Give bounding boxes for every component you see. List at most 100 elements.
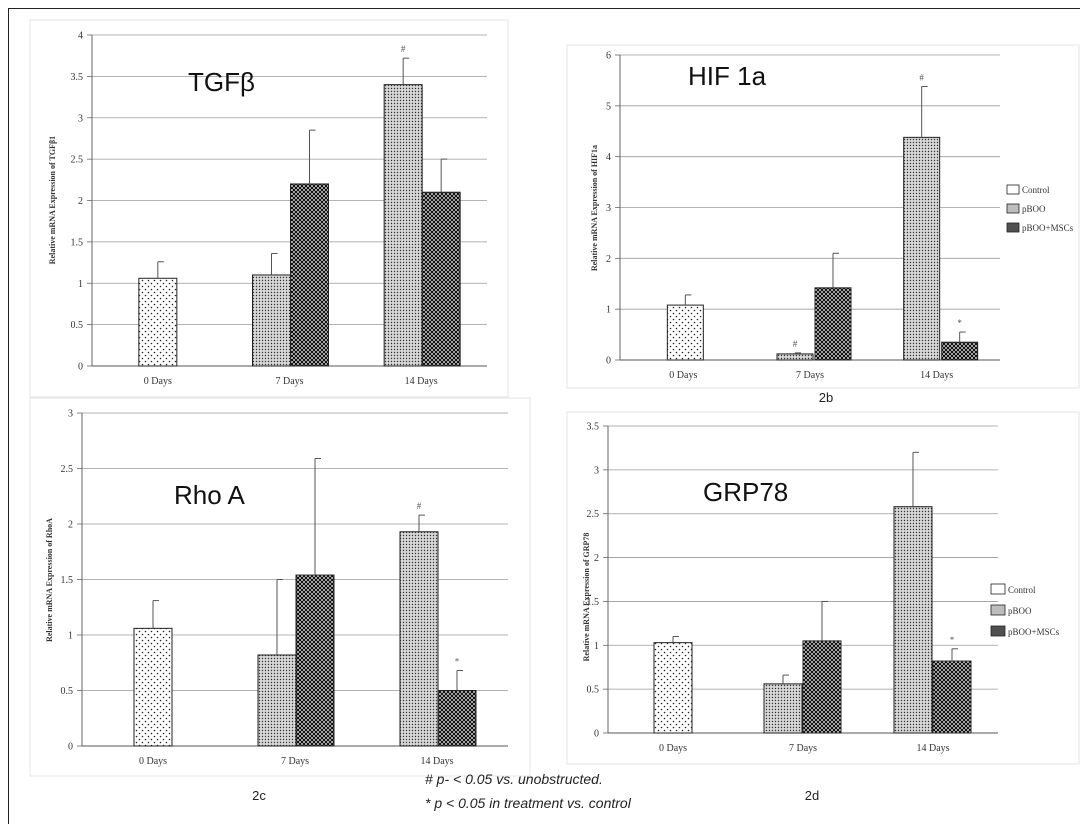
legend-label: pBOO	[1022, 204, 1046, 214]
significance-mark: #	[793, 339, 798, 349]
x-tick-label: 0 Days	[144, 376, 172, 387]
y-tick-label: 1.5	[587, 597, 600, 608]
x-tick-label: 7 Days	[281, 756, 309, 767]
bar	[763, 683, 803, 734]
y-tick-label: 3.5	[587, 422, 600, 433]
y-tick-label: 0.5	[587, 685, 600, 696]
legend-swatch	[1006, 184, 1020, 195]
panel-label: 2b	[819, 390, 833, 405]
y-tick-label: 2.5	[61, 464, 74, 475]
x-tick-label: 0 Days	[659, 743, 687, 754]
y-tick-label: 2	[78, 196, 83, 207]
y-tick-label: 2.5	[71, 155, 84, 166]
chart-title: GRP78	[703, 477, 788, 507]
legend-label: Control	[1008, 585, 1036, 595]
bar	[941, 341, 979, 361]
y-tick-label: 2	[594, 553, 599, 564]
bar	[653, 642, 693, 734]
bar	[421, 191, 461, 367]
bar	[290, 183, 329, 367]
bar	[257, 654, 297, 747]
legend-swatch	[1006, 222, 1020, 233]
y-tick-label: 4	[78, 31, 83, 42]
significance-mark: #	[401, 44, 406, 54]
panel-hif1a: Relative mRNA Expression of HIF1a 0 1 2 3 4 5…	[566, 44, 1080, 405]
bar	[133, 627, 173, 747]
bar	[666, 304, 704, 361]
y-axis-label: Relative mRNA Expression of HIF1a	[590, 145, 599, 271]
y-tick-label: 1	[78, 279, 83, 290]
y-tick-label: 1	[606, 305, 611, 316]
bar	[399, 531, 439, 747]
y-tick-label: 3.5	[71, 72, 84, 83]
legend-swatch	[990, 604, 1006, 616]
bar	[138, 277, 178, 367]
bar	[295, 574, 335, 747]
x-tick-label: 0 Days	[139, 756, 167, 767]
bar	[893, 506, 933, 734]
y-tick-label: 3	[606, 203, 611, 214]
chart-title: TGFβ	[188, 67, 255, 97]
y-tick-label: 3	[594, 465, 599, 476]
bar	[383, 84, 423, 367]
bar	[252, 274, 291, 367]
y-tick-label: 0	[78, 362, 83, 373]
panel-label: 2d	[805, 788, 819, 803]
x-tick-label: 7 Days	[796, 370, 824, 381]
legend-swatch	[990, 583, 1006, 595]
legend-label: pBOO+MSCs	[1008, 627, 1060, 637]
bar	[903, 136, 941, 361]
x-tick-label: 0 Days	[669, 370, 697, 381]
y-tick-label: 1.5	[71, 237, 84, 248]
chart-title: Rho A	[174, 480, 245, 510]
x-tick-label: 14 Days	[920, 370, 953, 381]
x-tick-label: 14 Days	[405, 376, 438, 387]
panel-tgfb: Relative mRNA Expression of TGFβ1 0 0.5 1 1…	[29, 19, 509, 416]
y-tick-label: 1	[68, 631, 73, 642]
significance-mark: *	[455, 657, 460, 667]
y-tick-label: 2	[606, 254, 611, 265]
significance-mark: *	[950, 635, 955, 645]
y-tick-label: 6	[606, 51, 611, 62]
significance-mark: #	[919, 73, 924, 83]
legend-swatch	[990, 625, 1006, 637]
bar	[776, 353, 814, 361]
y-axis-label: Relative mRNA Expression of GRP78	[582, 533, 591, 662]
y-axis-label: Relative mRNA Expression of RhoA	[45, 518, 54, 642]
significance-mark: #	[417, 501, 422, 511]
bar	[814, 287, 852, 361]
y-tick-label: 0	[594, 729, 599, 740]
y-tick-label: 0	[68, 742, 73, 753]
y-tick-label: 2	[68, 520, 73, 531]
y-tick-label: 5	[606, 101, 611, 112]
chart-title: HIF 1a	[688, 61, 767, 91]
legend-swatch	[1006, 203, 1020, 214]
y-tick-label: 2.5	[587, 509, 600, 520]
panel-label: 2c	[252, 788, 266, 803]
y-tick-label: 0.5	[71, 320, 84, 331]
y-tick-label: 0.5	[61, 686, 74, 697]
y-axis-label: Relative mRNA Expression of TGFβ1	[48, 136, 57, 264]
y-tick-label: 1.5	[61, 575, 74, 586]
y-tick-label: 3	[78, 113, 83, 124]
y-tick-label: 4	[606, 152, 611, 163]
figure-frame	[8, 8, 1080, 824]
legend-label: pBOO+MSCs	[1022, 223, 1074, 233]
y-tick-label: 3	[68, 409, 73, 420]
panel-rhoa: Relative mRNA Expression of RhoA 0 0.5 1 1.…	[29, 397, 531, 803]
y-tick-label: 0	[606, 356, 611, 367]
x-tick-label: 7 Days	[275, 376, 303, 387]
legend-label: Control	[1022, 185, 1050, 195]
y-tick-label: 1	[594, 641, 599, 652]
legend-label: pBOO	[1008, 606, 1032, 616]
x-tick-label: 7 Days	[789, 743, 817, 754]
bar	[437, 690, 477, 747]
footnote-significance: # p- < 0.05 vs. unobstructed.	[425, 771, 603, 787]
x-tick-label: 14 Days	[916, 743, 949, 754]
x-tick-label: 14 Days	[420, 756, 453, 767]
bar	[932, 660, 972, 734]
footnote-treatment: * p < 0.05 in treatment vs. control	[425, 795, 631, 811]
bar	[802, 640, 842, 734]
panel-grp78: Relative mRNA Expression of GRP78 0 0.5 1 1…	[566, 411, 1080, 803]
